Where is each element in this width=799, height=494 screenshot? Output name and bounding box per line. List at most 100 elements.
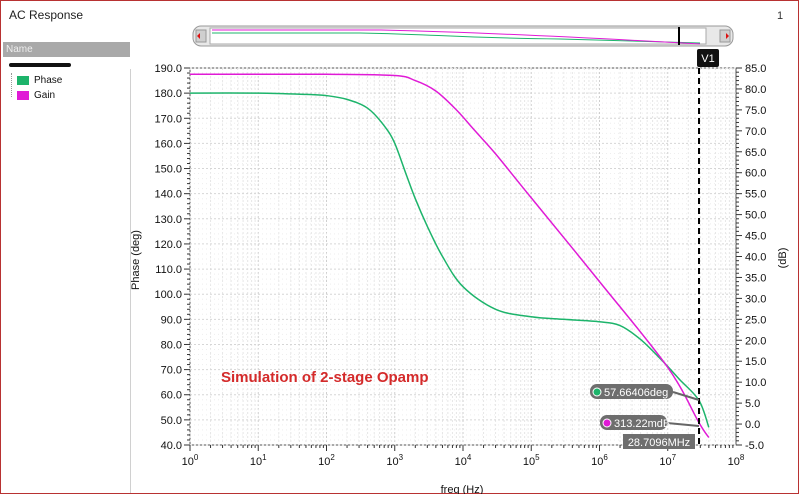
- page-number: 1: [777, 10, 784, 22]
- marker-gain-readout: 313.22mdB: [600, 415, 700, 430]
- series-line-gain: [190, 73, 710, 438]
- y-left-tick-label: 80.0: [161, 339, 182, 351]
- y-left-axis: 40.0 50.0 60.0 70.0 80.0 90.0 100.0 110.0 120.0 1…: [154, 63, 190, 452]
- x-tick-label: 105: [523, 453, 540, 468]
- x-tick-label: 108: [728, 453, 745, 468]
- x-tick-base: 10: [250, 456, 262, 468]
- x-tick-base: 10: [455, 456, 467, 468]
- x-tick-exponent: 5: [535, 453, 540, 462]
- legend-item-phase[interactable]: Phase: [17, 75, 62, 86]
- x-axis-label: freq (Hz): [441, 484, 484, 494]
- window-title: AC Response: [9, 8, 84, 22]
- x-tick-base: 10: [386, 456, 398, 468]
- y-right-tick-label: 55.0: [745, 189, 766, 201]
- y-left-tick-label: 110.0: [155, 264, 182, 276]
- marker-phase-readout-text: 57.66406deg: [604, 387, 668, 399]
- y-left-axis-label: Phase (deg): [130, 230, 142, 290]
- y-right-tick-label: 50.0: [745, 210, 766, 222]
- marker-gain-readout-dot: [602, 418, 612, 428]
- y-left-tick-label: 50.0: [161, 415, 182, 427]
- y-right-axis-label: (dB): [777, 248, 789, 269]
- marker-v1-label: V1: [701, 53, 714, 65]
- legend-swatch-phase: [17, 76, 29, 85]
- y-right-tick-label: 25.0: [745, 314, 766, 326]
- y-right-tick-label: 10.0: [745, 377, 766, 389]
- y-left-tick-label: 100.0: [154, 289, 182, 301]
- x-tick-exponent: 0: [194, 453, 199, 462]
- y-left-tick-label: 150.0: [154, 164, 182, 176]
- y-right-tick-label: 20.0: [745, 335, 766, 347]
- y-right-tick-label: 15.0: [745, 356, 766, 368]
- x-tick-label: 103: [386, 453, 403, 468]
- x-tick-label: 100: [182, 453, 199, 468]
- y-right-tick-label: 35.0: [745, 272, 766, 284]
- panel-divider: [130, 69, 131, 493]
- y-right-tick-label: 80.0: [745, 84, 766, 96]
- x-tick-label: 101: [250, 453, 267, 468]
- x-tick-label: 104: [455, 453, 472, 468]
- x-tick-exponent: 1: [262, 453, 267, 462]
- y-left-tick-label: 90.0: [161, 314, 182, 326]
- marker-v1-badge: [697, 49, 720, 67]
- x-tick-base: 10: [728, 456, 740, 468]
- y-left-tick-label: 180.0: [154, 88, 182, 100]
- y-right-tick-label: 70.0: [745, 126, 766, 138]
- series-layer: [189, 73, 710, 438]
- y-right-axis: -5.0 0.0 5.0 10.0 15.0 20.0 25.0 30.0 35.0 40.0 45…: [736, 63, 766, 452]
- y-right-tick-label: 85.0: [745, 63, 766, 75]
- y-left-tick-label: 140.0: [154, 189, 182, 201]
- y-left-tick-label: 130.0: [154, 214, 182, 226]
- x-tick-base: 10: [659, 456, 671, 468]
- marker-phase-readout-dot: [592, 387, 602, 397]
- marker-v1[interactable]: V1 57.66406deg 313.22mdB 28.7096MHz: [590, 49, 720, 449]
- y-right-tick-label: -5.0: [745, 440, 764, 452]
- y-right-tick-label: 60.0: [745, 168, 766, 180]
- legend-item-gain[interactable]: Gain: [17, 90, 55, 101]
- x-tick-exponent: 8: [740, 453, 745, 462]
- y-right-tick-label: 30.0: [745, 293, 766, 305]
- y-right-tick-label: 45.0: [745, 231, 766, 243]
- y-left-tick-label: 160.0: [154, 138, 182, 150]
- legend-label-gain: Gain: [34, 90, 56, 101]
- x-tick-label: 106: [591, 453, 608, 468]
- marker-x-readout-text: 28.7096MHz: [628, 437, 690, 449]
- y-right-tick-label: 5.0: [745, 398, 760, 410]
- x-tick-base: 10: [182, 456, 194, 468]
- annotation-text: Simulation of 2-stage Opamp: [221, 369, 429, 386]
- y-left-tick-label: 70.0: [161, 365, 182, 377]
- legend-label-phase: Phase: [34, 75, 63, 86]
- legend-swatch-gain: [17, 91, 29, 100]
- x-tick-exponent: 4: [467, 453, 472, 462]
- y-left-tick-label: 170.0: [154, 113, 182, 125]
- y-right-tick-label: 75.0: [745, 105, 766, 117]
- y-left-tick-label: 60.0: [161, 390, 182, 402]
- x-tick-base: 10: [591, 456, 603, 468]
- x-tick-exponent: 2: [330, 453, 335, 462]
- x-tick-base: 10: [523, 456, 535, 468]
- marker-phase-readout-box: [590, 384, 673, 399]
- y-right-tick-label: 0.0: [745, 419, 760, 431]
- grid: [189, 67, 736, 446]
- legend-tree-connector: [11, 73, 18, 97]
- marker-gain-readout-text: 313.22mdB: [614, 418, 670, 430]
- y-left-tick-label: 120.0: [154, 239, 182, 251]
- marker-phase-readout: 57.66406deg: [590, 384, 700, 401]
- x-tick-exponent: 6: [603, 453, 608, 462]
- y-right-tick-label: 40.0: [745, 252, 766, 264]
- x-tick-exponent: 7: [672, 453, 677, 462]
- legend-header: Name: [3, 42, 130, 57]
- x-tick-label: 107: [659, 453, 676, 468]
- overview-scrollbar[interactable]: [192, 25, 734, 47]
- plot-area[interactable]: [189, 67, 737, 446]
- x-tick-base: 10: [318, 456, 330, 468]
- legend-group-bar[interactable]: [9, 63, 71, 67]
- marker-gain-readout-box: [600, 415, 667, 430]
- y-left-tick-label: 190.0: [154, 63, 182, 75]
- marker-x-readout-box: [623, 434, 695, 449]
- y-right-tick-label: 65.0: [745, 147, 766, 159]
- series-line-phase: [189, 92, 710, 428]
- x-tick-label: 102: [318, 453, 335, 468]
- x-tick-exponent: 3: [399, 453, 404, 462]
- y-left-tick-label: 40.0: [161, 440, 182, 452]
